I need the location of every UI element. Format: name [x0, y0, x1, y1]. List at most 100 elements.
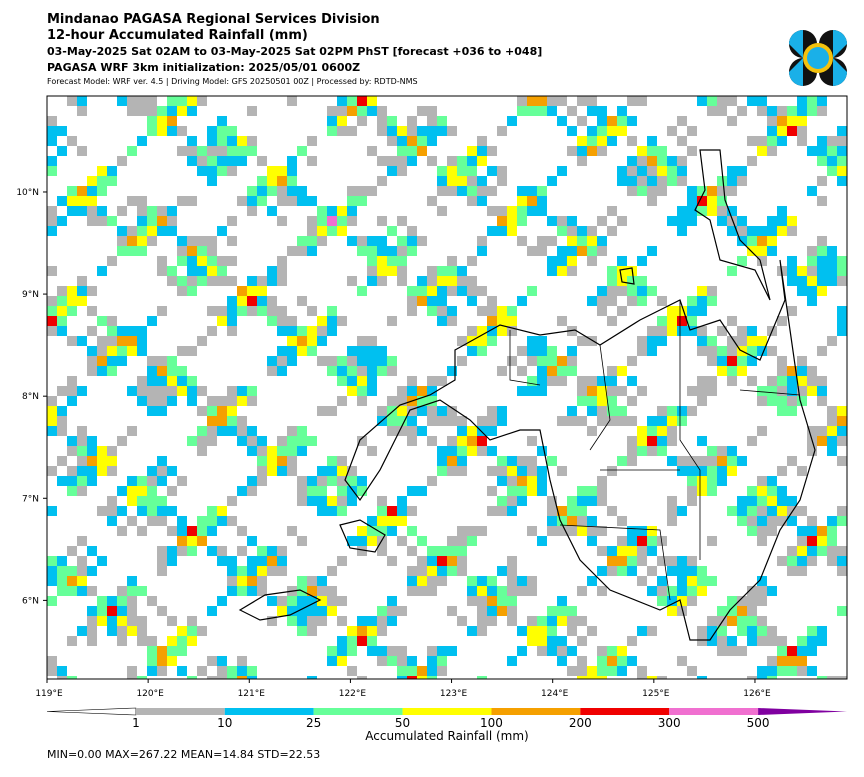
- rain-cell: [127, 236, 137, 246]
- rain-cell: [137, 486, 147, 496]
- rain-cell: [377, 106, 387, 116]
- rain-cell: [127, 386, 137, 396]
- rain-cell: [67, 586, 77, 596]
- rain-cell: [337, 316, 347, 326]
- rain-cell: [137, 196, 147, 206]
- rain-cell: [247, 306, 257, 316]
- rain-cell: [117, 206, 127, 216]
- rain-cell: [767, 626, 777, 636]
- rain-cell: [307, 436, 317, 446]
- rain-cell: [677, 136, 687, 146]
- model-info: Forecast Model: WRF ver. 4.5 | Driving M…: [47, 77, 418, 86]
- rain-cell: [327, 226, 337, 236]
- rain-cell: [157, 106, 167, 116]
- rain-cell: [47, 296, 57, 306]
- rain-cell: [777, 636, 787, 646]
- rain-cell: [707, 356, 717, 366]
- rain-cell: [687, 386, 697, 396]
- rain-cell: [377, 616, 387, 626]
- rain-cell: [767, 676, 777, 679]
- rain-cell: [547, 346, 557, 356]
- rain-cell: [157, 226, 167, 236]
- rain-cell: [407, 676, 417, 679]
- rain-cell: [627, 636, 637, 646]
- rain-cell: [407, 486, 417, 496]
- rain-cell: [477, 146, 487, 156]
- lon-tick-label: 119°E: [35, 689, 63, 699]
- rain-cell: [317, 226, 327, 236]
- rain-cell: [417, 426, 427, 436]
- rain-cell: [797, 126, 807, 136]
- rain-cell: [327, 406, 337, 416]
- colorbar-level: 10: [217, 716, 232, 730]
- rain-cell: [627, 116, 637, 126]
- rain-cell: [617, 126, 627, 136]
- rain-cell: [537, 376, 547, 386]
- office: Mindanao PAGASA Regional Services Divisi…: [47, 12, 380, 27]
- rain-cell: [307, 336, 317, 346]
- rain-cell: [597, 486, 607, 496]
- rain-cell: [207, 656, 217, 666]
- rain-cell: [47, 506, 57, 516]
- rain-cell: [127, 246, 137, 256]
- rain-cell: [437, 116, 447, 126]
- rain-cell: [337, 206, 347, 216]
- rain-cell: [277, 446, 287, 456]
- rain-cell: [617, 406, 627, 416]
- rain-cell: [517, 646, 527, 656]
- rain-cell: [567, 106, 577, 116]
- rain-cell: [137, 326, 147, 336]
- rain-cell: [267, 306, 277, 316]
- rain-cell: [737, 356, 747, 366]
- rain-cell: [47, 266, 57, 276]
- rain-cell: [407, 146, 417, 156]
- rain-cell: [717, 646, 727, 656]
- rain-cell: [347, 536, 357, 546]
- rain-cell: [167, 226, 177, 236]
- rain-cell: [127, 606, 137, 616]
- rain-cell: [627, 656, 637, 666]
- rain-cell: [377, 606, 387, 616]
- rain-cell: [447, 176, 457, 186]
- rain-cell: [327, 466, 337, 476]
- rain-cell: [617, 536, 627, 546]
- rain-cell: [537, 536, 547, 546]
- rain-cell: [577, 156, 587, 166]
- rain-cell: [147, 386, 157, 396]
- rain-cell: [307, 586, 317, 596]
- rain-cell: [787, 376, 797, 386]
- rain-cell: [307, 606, 317, 616]
- rain-cell: [347, 356, 357, 366]
- rain-cell: [497, 326, 507, 336]
- rain-cell: [377, 546, 387, 556]
- rain-cell: [787, 396, 797, 406]
- rain-cell: [367, 186, 377, 196]
- rain-cell: [627, 526, 637, 536]
- rain-cell: [637, 186, 647, 196]
- rain-cell: [597, 656, 607, 666]
- rain-cell: [507, 656, 517, 666]
- rain-cell: [717, 346, 727, 356]
- rain-cell: [367, 646, 377, 656]
- rain-cell: [837, 506, 847, 516]
- rain-cell: [467, 296, 477, 306]
- rain-cell: [387, 316, 397, 326]
- rain-cell: [167, 106, 177, 116]
- rain-cell: [77, 486, 87, 496]
- rain-cell: [147, 516, 157, 526]
- rain-cell: [217, 676, 227, 679]
- rain-cell: [687, 206, 697, 216]
- rain-cell: [387, 506, 397, 516]
- rain-cell: [507, 206, 517, 216]
- rain-cell: [607, 276, 617, 286]
- rain-cell: [757, 586, 767, 596]
- rain-cell: [567, 216, 577, 226]
- rain-cell: [447, 306, 457, 316]
- rain-cell: [787, 216, 797, 226]
- rain-cell: [97, 186, 107, 196]
- rain-cell: [137, 496, 147, 506]
- rain-cell: [147, 636, 157, 646]
- rain-cell: [607, 566, 617, 576]
- rain-cell: [297, 236, 307, 246]
- rain-cell: [227, 306, 237, 316]
